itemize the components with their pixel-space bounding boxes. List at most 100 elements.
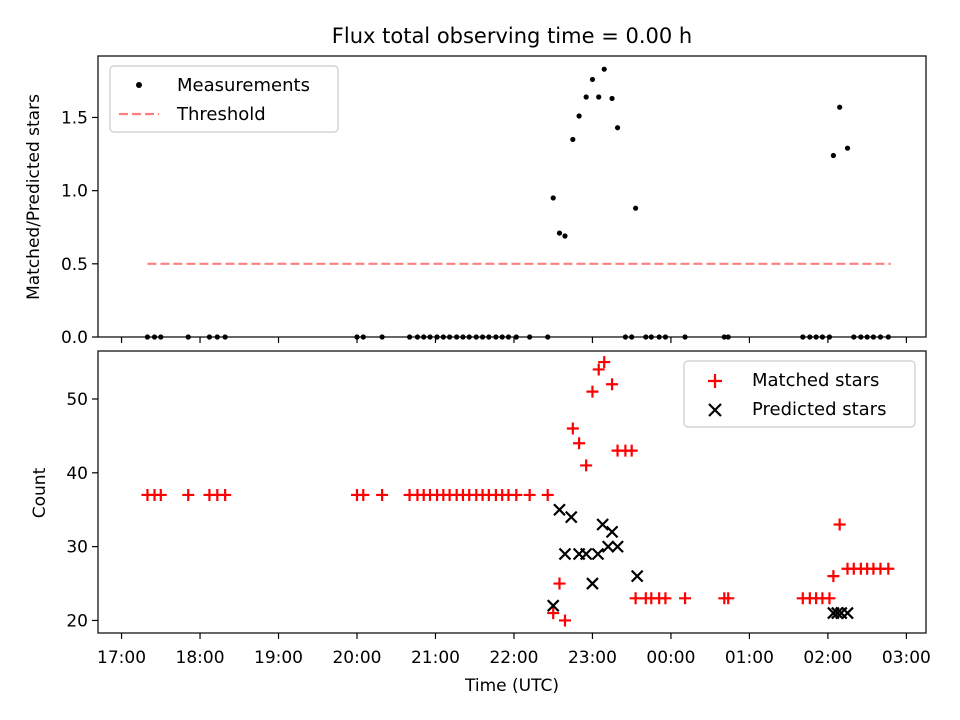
matched-star-point (679, 592, 692, 605)
matched-star-point (541, 488, 554, 501)
matched-star-point (629, 592, 642, 605)
matched-star-point (592, 363, 605, 376)
top-legend-box (109, 65, 339, 133)
predicted-star-point (831, 606, 844, 620)
top-plot-frame (97, 55, 927, 338)
measurement-point (601, 66, 607, 72)
matched-star-point (586, 385, 599, 398)
x-axis-label: Time (UTC) (464, 676, 559, 696)
matched-stars-series (141, 356, 895, 627)
measurement-point (570, 136, 576, 143)
x-tick-label: 02:00 (803, 648, 852, 668)
top-panel: 0.0 0.5 1.0 1.5 Matched/Predicted stars Mea… (24, 55, 927, 348)
bottom-legend-box (683, 360, 916, 428)
legend-measurements-marker (136, 82, 142, 88)
legend-matched-marker (708, 374, 722, 388)
y-tick-label: 20 (66, 611, 88, 631)
predicted-star-point (586, 577, 599, 590)
x-tick-label: 18:00 (176, 648, 225, 668)
predicted-star-point (564, 510, 578, 524)
matched-star-point (376, 488, 389, 501)
y-tick-label: 0.5 (61, 255, 88, 275)
measurement-point (596, 94, 602, 100)
predicted-stars-series (546, 503, 854, 620)
predicted-star-point (579, 547, 593, 561)
measurement-point (830, 152, 836, 159)
matched-star-point (625, 444, 638, 457)
matched-star-point (510, 488, 523, 501)
measurements-series (144, 66, 891, 340)
matched-star-point (882, 562, 895, 575)
legend-predicted-marker (708, 403, 722, 417)
matched-star-point (606, 378, 619, 391)
matched-star-point (827, 570, 840, 583)
matched-star-point (523, 488, 536, 501)
matched-star-point (833, 518, 846, 531)
measurement-point (550, 195, 556, 201)
matched-star-point (722, 592, 735, 605)
legend-predicted-label: Predicted stars (752, 399, 886, 420)
measurement-point (633, 205, 639, 211)
predicted-star-point (601, 540, 615, 553)
measurement-point (576, 113, 582, 119)
legend-measurements-label: Measurements (177, 75, 310, 96)
bottom-x-axis: 17:00 18:00 19:00 20:00 21:00 22:00 23:00 00:00… (97, 633, 931, 668)
matched-star-point (154, 488, 167, 501)
predicted-star-point (558, 547, 572, 561)
x-tick-label: 23:00 (568, 648, 617, 668)
x-tick-label: 20:00 (332, 648, 381, 668)
top-y-axis-label: Matched/Predicted stars (24, 94, 44, 300)
chart-title: Flux total observing time = 0.00 h (332, 24, 692, 48)
y-tick-label: 40 (66, 464, 88, 484)
predicted-star-point (841, 606, 854, 620)
predicted-star-point (553, 503, 566, 516)
top-y-axis: 0.0 0.5 1.0 1.5 (61, 108, 98, 348)
predicted-star-point (630, 569, 644, 583)
matched-star-point (823, 592, 836, 605)
predicted-star-point (591, 547, 605, 561)
measurement-point (556, 230, 563, 236)
measurement-point (614, 125, 621, 131)
matched-star-point (598, 356, 611, 369)
matched-star-point (553, 577, 566, 590)
matched-star-point (580, 459, 593, 472)
matched-star-point (566, 422, 579, 435)
predicted-star-point (596, 518, 609, 531)
measurement-point (562, 233, 568, 239)
bottom-y-axis-label: Count (30, 467, 50, 518)
y-tick-label: 30 (66, 538, 88, 558)
bottom-panel: 20 30 40 50 17:00 18:00 19:00 20:00 21:00 22:00 2… (30, 350, 931, 696)
y-tick-label: 50 (66, 390, 88, 410)
y-tick-label: 1.0 (61, 182, 88, 202)
y-tick-label: 1.5 (61, 108, 88, 128)
x-tick-label: 00:00 (646, 648, 695, 668)
measurement-point (589, 76, 596, 83)
bottom-legend: Matched stars Predicted stars (683, 360, 916, 428)
matched-star-point (182, 488, 195, 501)
bottom-plot-frame (97, 350, 927, 634)
x-tick-label: 03:00 (882, 648, 931, 668)
matched-star-point (547, 607, 560, 620)
x-tick-label: 22:00 (489, 648, 538, 668)
measurement-point (844, 145, 851, 151)
measurement-point (583, 94, 589, 100)
legend-matched-label: Matched stars (752, 370, 879, 391)
x-tick-label: 19:00 (254, 648, 303, 668)
matched-star-point (558, 614, 571, 627)
matched-star-point (219, 488, 232, 501)
x-tick-label: 21:00 (411, 648, 460, 668)
predicted-star-point (605, 525, 619, 539)
matched-star-point (357, 488, 370, 501)
x-tick-label: 01:00 (725, 648, 774, 668)
measurement-point (837, 104, 843, 110)
matched-star-point (659, 592, 672, 605)
x-tick-label: 17:00 (97, 648, 146, 668)
y-tick-label: 0.0 (61, 328, 88, 348)
predicted-star-point (546, 599, 560, 612)
legend-threshold-label: Threshold (176, 104, 266, 125)
bottom-y-axis: 20 30 40 50 (66, 390, 98, 631)
measurement-point (609, 95, 615, 102)
predicted-star-point (611, 540, 624, 553)
matched-star-point (573, 437, 586, 450)
